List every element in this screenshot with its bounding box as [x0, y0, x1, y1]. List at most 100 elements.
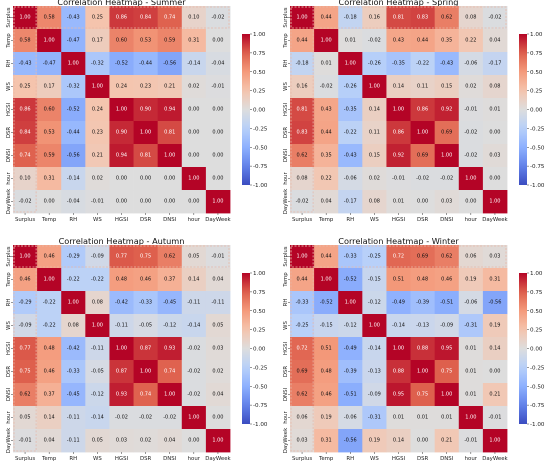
- heatmap-cell: [314, 98, 339, 122]
- colorbar: [519, 273, 527, 424]
- heatmap-cell: [434, 52, 460, 76]
- heatmap-cell: [205, 98, 231, 122]
- cell-value-label: 0.87: [116, 369, 127, 375]
- heatmap-cell: [434, 144, 460, 168]
- heatmap-cell: [133, 314, 159, 338]
- cell-value-label: 0.46: [321, 392, 332, 398]
- cell-value-label: 0.95: [393, 392, 404, 398]
- heatmap-cell: [85, 291, 110, 315]
- heatmap-cell: [290, 291, 315, 315]
- cell-value-label: 0.00: [212, 415, 223, 421]
- cell-value-label: 0.21: [441, 438, 452, 444]
- y-tick-label: DNSI: [6, 148, 12, 162]
- heatmap-cell: [410, 406, 436, 430]
- cell-value-label: -0.14: [67, 176, 80, 182]
- cell-value-label: -0.14: [368, 346, 381, 352]
- cell-value-label: 0.01: [465, 392, 476, 398]
- cell-value-label: -0.33: [67, 369, 80, 375]
- heatmap-cell: [386, 6, 411, 30]
- heatmap-cell: [386, 52, 411, 76]
- heatmap-cell: [61, 268, 86, 292]
- heatmap-cell: [205, 268, 231, 292]
- cell-value-label: 1.00: [19, 15, 30, 21]
- x-tick-label: WS: [370, 456, 379, 462]
- heatmap-cell: [157, 406, 183, 430]
- colorbar-tick-label: -0.75: [253, 164, 268, 170]
- y-tick-label: Surplus: [6, 7, 12, 27]
- heatmap-cell: [181, 245, 207, 269]
- cell-value-label: 0.62: [441, 15, 452, 21]
- y-tick-label: Temp: [283, 272, 289, 288]
- heatmap-panel-1: Correlation Heatmap - Summer 1.00 0.58 -0.4…: [6, 0, 268, 223]
- heatmap-title: Correlation Heatmap - Spring: [339, 0, 459, 7]
- heatmap-cell: [133, 360, 159, 384]
- cell-value-label: 0.44: [321, 130, 332, 136]
- heatmap-panel-2: Correlation Heatmap - Spring 1.00 0.44 -0.1…: [283, 0, 545, 223]
- cell-value-label: -0.01: [488, 415, 501, 421]
- cell-value-label: 0.00: [212, 153, 223, 159]
- cell-value-label: 0.21: [489, 392, 500, 398]
- cell-value-label: 0.84: [140, 15, 151, 21]
- cell-value-label: 0.11: [369, 130, 380, 136]
- heatmap-cell: [85, 314, 110, 338]
- cell-value-label: -0.42: [67, 346, 80, 352]
- cell-value-label: -0.04: [67, 199, 80, 205]
- cell-value-label: 0.00: [489, 176, 500, 182]
- heatmap-cell: [290, 121, 315, 145]
- heatmap-cell: [37, 337, 62, 361]
- heatmap-cell: [157, 98, 183, 122]
- cell-value-label: 0.03: [441, 199, 452, 205]
- y-tick-label: WS: [283, 82, 289, 91]
- heatmap-cell: [61, 337, 86, 361]
- heatmap-cell: [37, 268, 62, 292]
- cell-value-label: 1.00: [393, 346, 404, 352]
- colorbar-tick-label: -0.50: [253, 384, 268, 390]
- heatmap-cell: [13, 314, 38, 338]
- colorbar: [242, 273, 250, 424]
- cell-value-label: 0.46: [44, 254, 55, 260]
- cell-value-label: 0.04: [44, 438, 55, 444]
- cell-value-label: -0.02: [440, 176, 453, 182]
- x-tick-label: HGSI: [392, 456, 406, 462]
- heatmap-cell: [386, 337, 411, 361]
- heatmap-cell: [386, 314, 411, 338]
- colorbar-tick-label: -1.00: [253, 183, 268, 189]
- heatmap-cell: [386, 75, 411, 99]
- heatmap-cell: [61, 406, 86, 430]
- heatmap-cell: [386, 360, 411, 384]
- heatmap-cell: [157, 190, 183, 214]
- heatmap-cell: [85, 429, 110, 453]
- heatmap-cell: [314, 6, 339, 30]
- cell-value-label: 0.17: [92, 38, 103, 44]
- cell-value-label: 0.43: [393, 38, 404, 44]
- x-tick-label: Temp: [318, 456, 334, 462]
- heatmap-cell: [458, 314, 484, 338]
- heatmap-cell: [362, 75, 387, 99]
- cell-value-label: 0.75: [417, 392, 428, 398]
- x-tick-label: DSR: [140, 217, 152, 223]
- heatmap-cell: [338, 167, 363, 191]
- heatmap-cell: [386, 167, 411, 191]
- heatmap-cell: [109, 291, 134, 315]
- heatmap-cell: [109, 167, 134, 191]
- heatmap-cell: [85, 167, 110, 191]
- cell-value-label: 0.31: [188, 38, 199, 44]
- cell-value-label: 0.02: [140, 438, 151, 444]
- cell-value-label: -0.35: [344, 107, 357, 113]
- x-tick-label: Surplus: [15, 217, 35, 223]
- cell-value-label: 0.22: [465, 38, 476, 44]
- cell-value-label: -0.43: [344, 153, 357, 159]
- heatmap-cell: [109, 314, 134, 338]
- x-tick-label: WS: [370, 217, 379, 223]
- cell-value-label: 0.22: [321, 176, 332, 182]
- y-tick-label: Temp: [6, 272, 12, 288]
- cell-value-label: 0.08: [92, 300, 103, 306]
- cell-value-label: 1.00: [140, 369, 151, 375]
- cell-value-label: 0.69: [417, 254, 428, 260]
- heatmap-cell: [37, 406, 62, 430]
- heatmap-cell: [314, 337, 339, 361]
- heatmap-cell: [61, 314, 86, 338]
- heatmap-cell: [157, 29, 183, 53]
- x-tick-label: hour: [465, 217, 478, 223]
- cell-value-label: 0.90: [140, 107, 151, 113]
